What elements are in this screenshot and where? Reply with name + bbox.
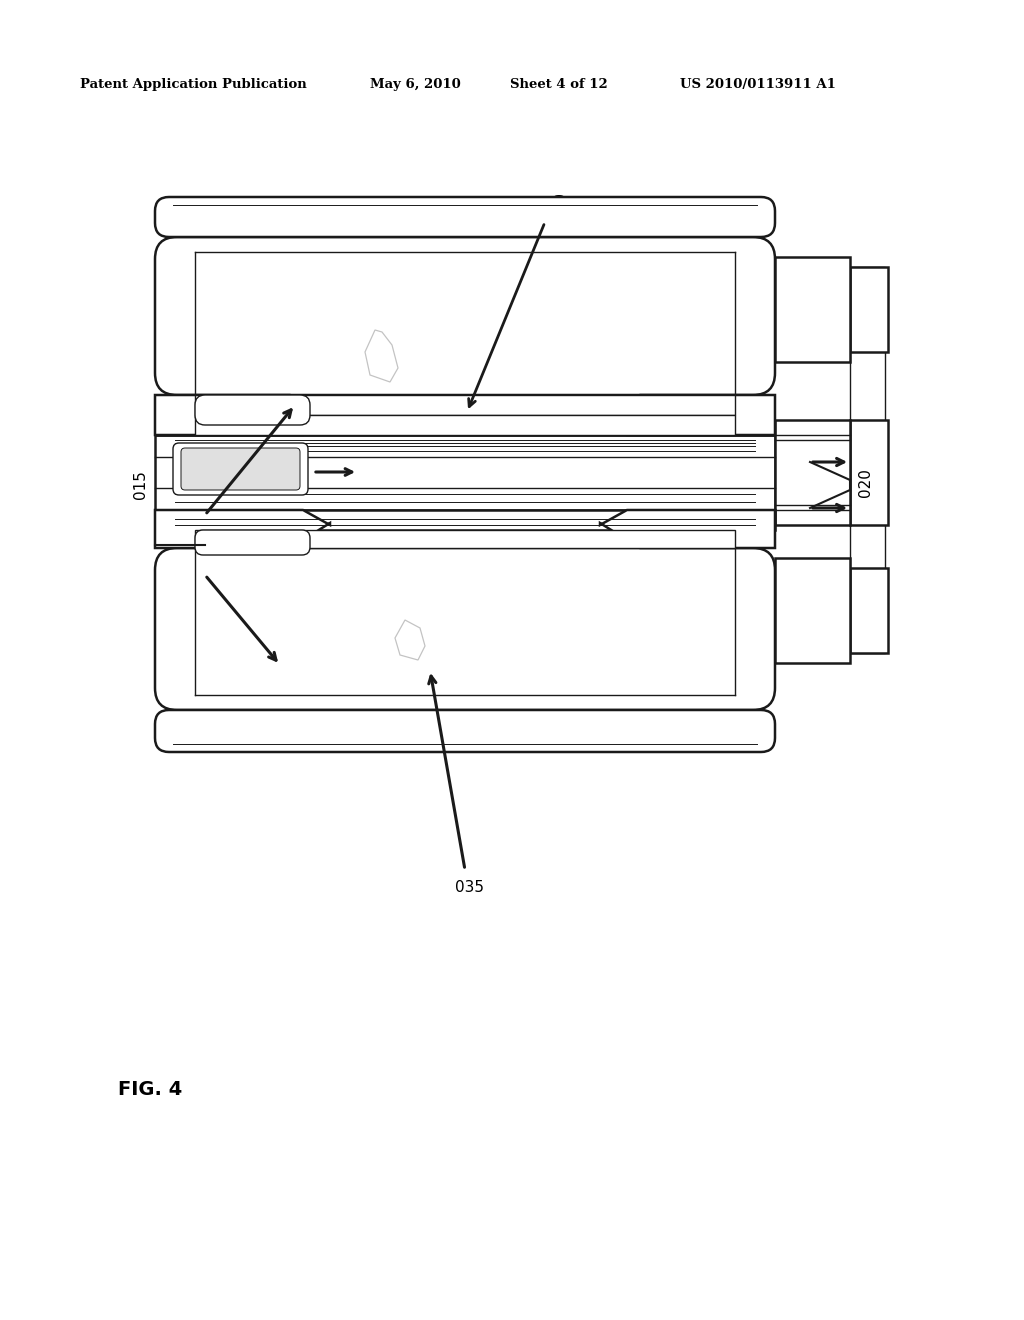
- Text: US 2010/0113911 A1: US 2010/0113911 A1: [680, 78, 836, 91]
- FancyBboxPatch shape: [173, 444, 308, 495]
- Text: FIG. 4: FIG. 4: [118, 1080, 182, 1100]
- Bar: [850, 568, 888, 653]
- FancyBboxPatch shape: [155, 548, 775, 710]
- Bar: [850, 267, 888, 352]
- FancyBboxPatch shape: [195, 395, 310, 425]
- Text: Patent Application Publication: Patent Application Publication: [80, 78, 307, 91]
- Bar: [775, 420, 850, 525]
- Text: 020: 020: [858, 469, 873, 496]
- Polygon shape: [155, 510, 330, 548]
- Bar: [850, 267, 885, 653]
- Bar: [155, 436, 775, 510]
- Text: 035: 035: [455, 880, 484, 895]
- Polygon shape: [155, 395, 330, 436]
- Bar: [850, 420, 888, 525]
- Bar: [195, 395, 735, 414]
- Text: 030: 030: [553, 191, 568, 220]
- Text: 015: 015: [133, 470, 148, 499]
- Text: 025: 025: [319, 445, 349, 459]
- FancyBboxPatch shape: [181, 447, 300, 490]
- Bar: [195, 531, 735, 548]
- Text: 025: 025: [157, 470, 172, 499]
- Bar: [775, 257, 850, 362]
- Bar: [155, 510, 775, 531]
- FancyBboxPatch shape: [155, 197, 775, 238]
- Bar: [775, 558, 850, 663]
- Polygon shape: [600, 510, 775, 548]
- FancyBboxPatch shape: [155, 710, 775, 752]
- Text: May 6, 2010: May 6, 2010: [370, 78, 461, 91]
- FancyBboxPatch shape: [155, 238, 775, 395]
- Text: Sheet 4 of 12: Sheet 4 of 12: [510, 78, 608, 91]
- Polygon shape: [365, 437, 525, 508]
- Bar: [195, 414, 735, 436]
- Polygon shape: [600, 395, 775, 436]
- FancyBboxPatch shape: [195, 531, 310, 554]
